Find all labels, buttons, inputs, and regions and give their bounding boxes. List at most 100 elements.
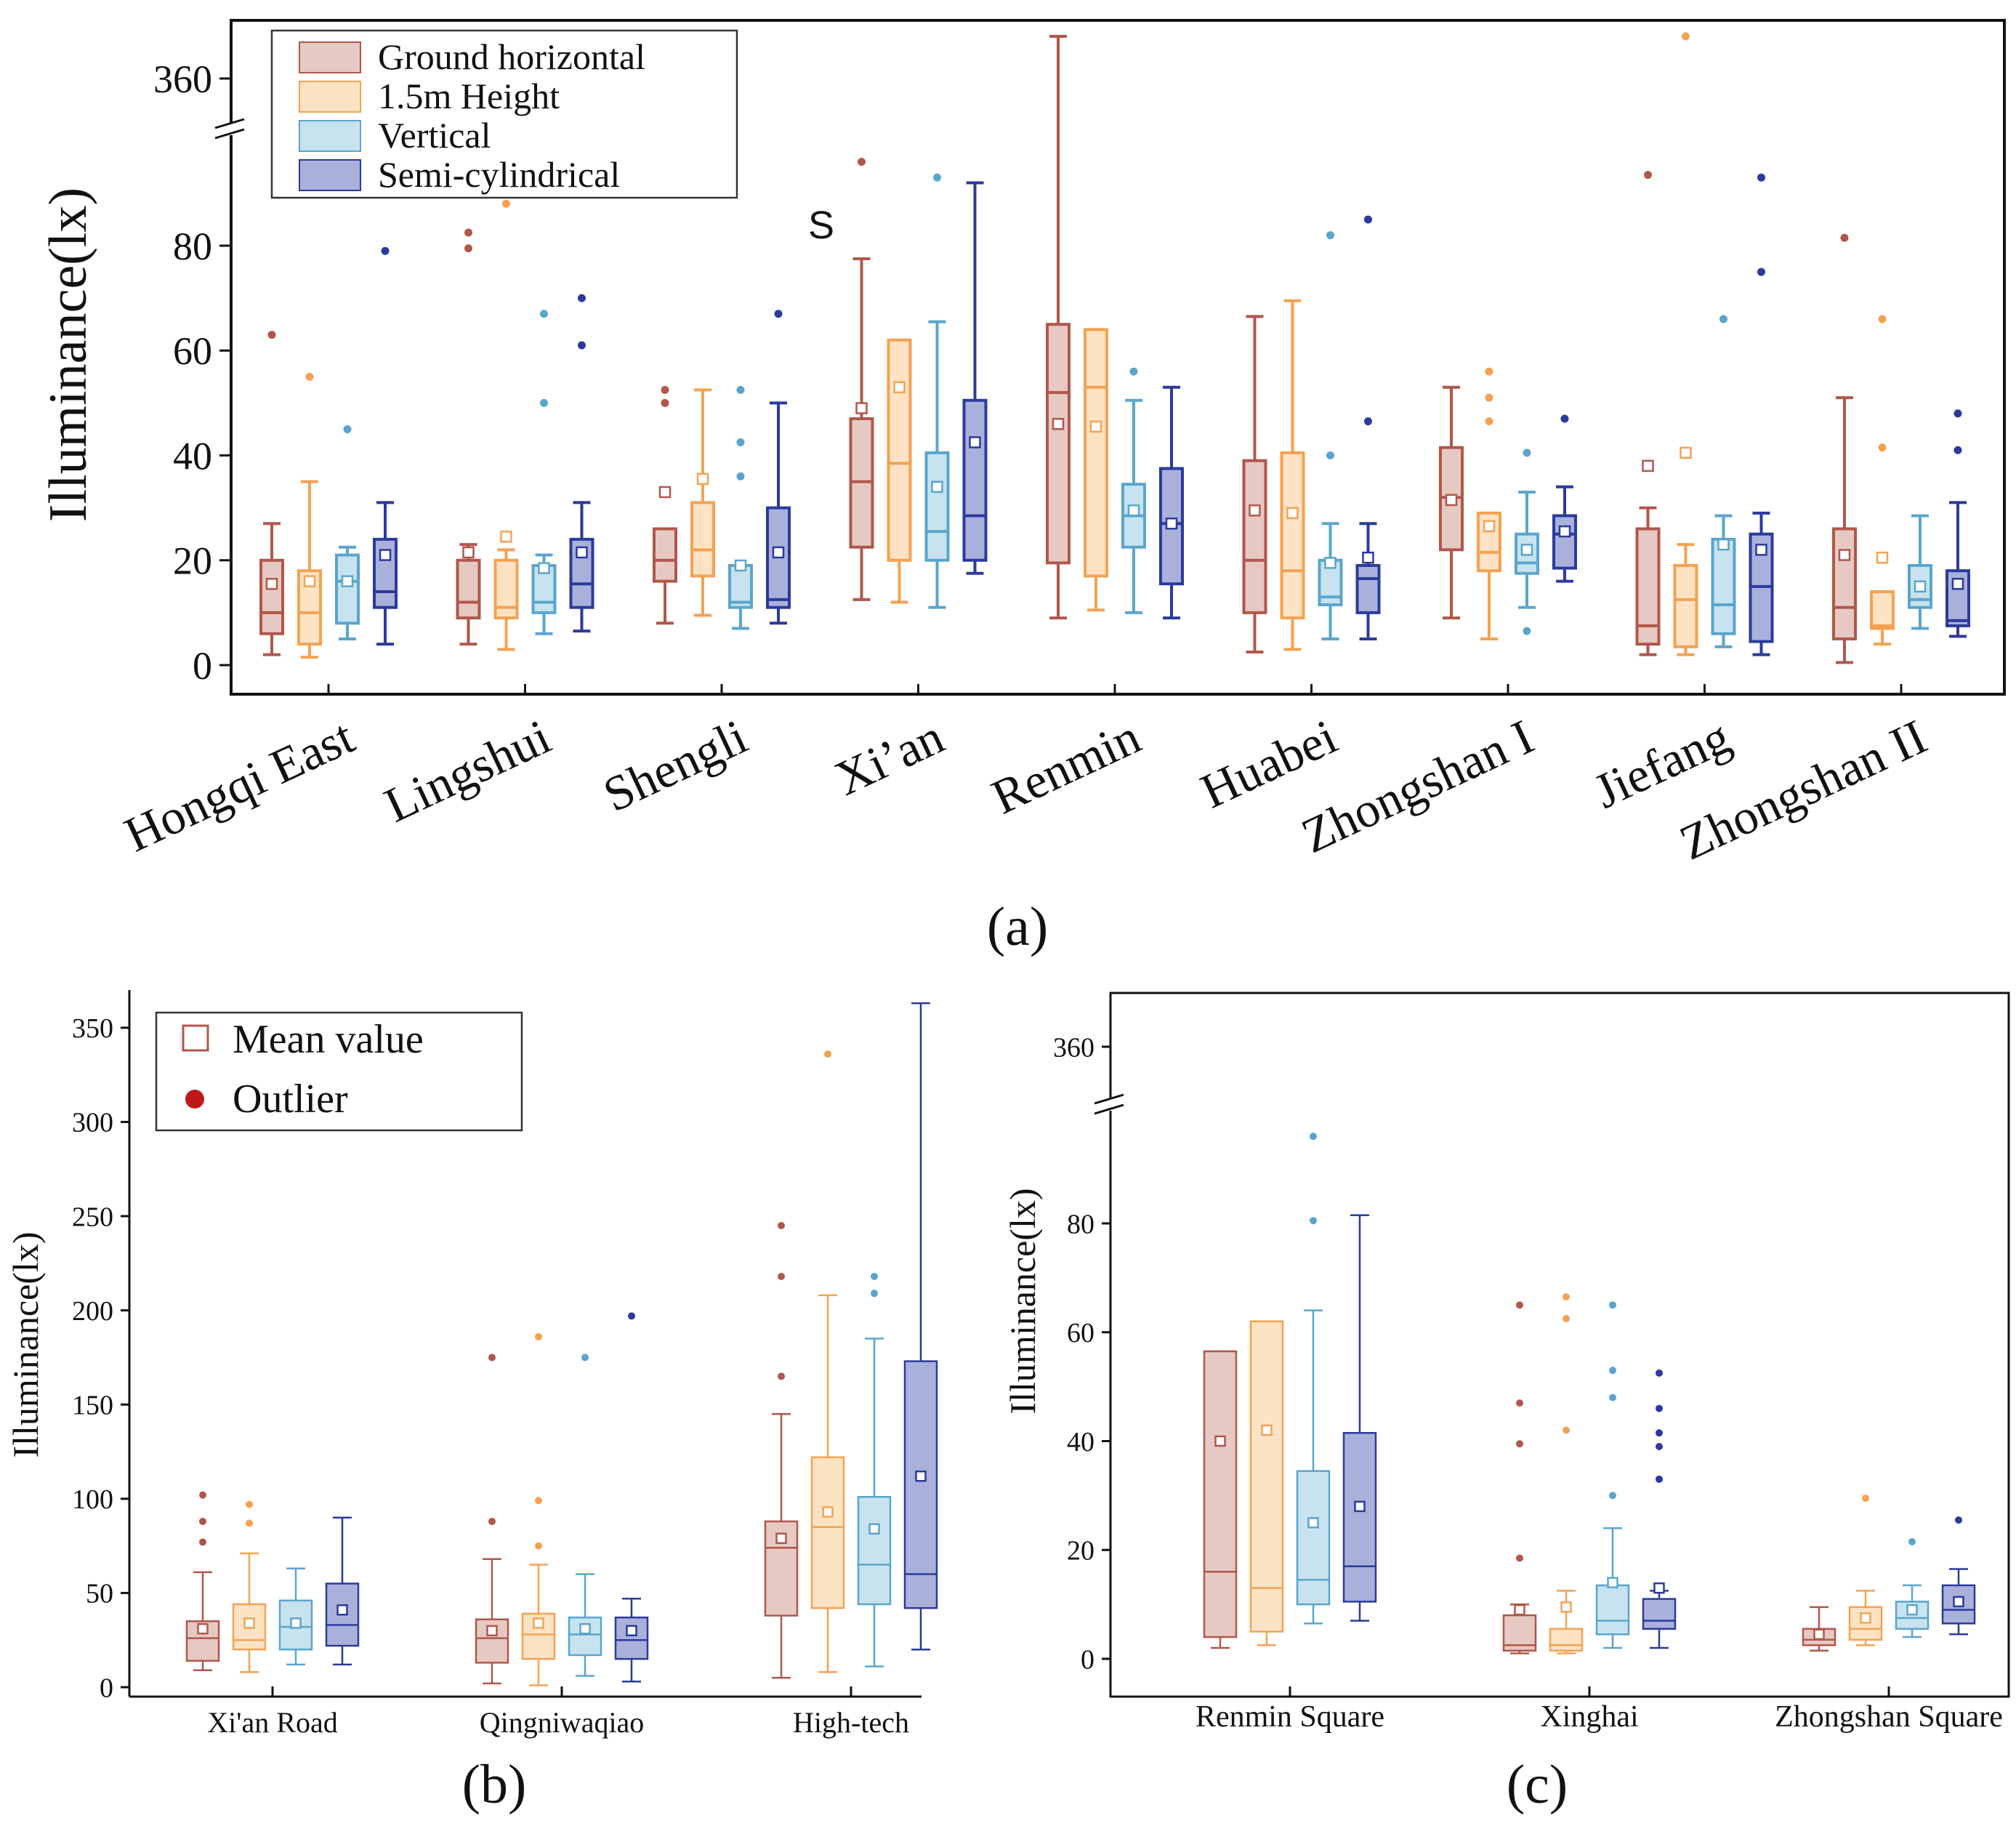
- category-label: Renmin Square: [1196, 1700, 1384, 1734]
- panel-a-y-axis-title: Illuminance(lx): [39, 188, 98, 522]
- legend-a-swatch-vertical: [299, 120, 361, 152]
- panel-b-plot: [185, 1002, 938, 1686]
- legend-a-label-vertical: Vertical: [378, 115, 491, 156]
- outlier-point: [1609, 1367, 1616, 1375]
- legend-a: Ground horizontal 1.5m Height Vertical S…: [270, 29, 738, 199]
- mean-marker: [1324, 557, 1336, 569]
- axis-break-mark: [1094, 1093, 1124, 1105]
- mean-marker: [1165, 518, 1178, 530]
- panel-c-y-axis-title: Illuminance(lx): [1002, 1188, 1043, 1415]
- box-semi: [1642, 1369, 1677, 1649]
- outlier-point: [199, 1538, 206, 1546]
- y-tick-label: 300: [72, 1108, 113, 1138]
- iqr-box: [764, 1520, 799, 1617]
- box-vertical: [728, 385, 753, 630]
- mean-marker: [500, 531, 512, 543]
- legend-b-outlier-marker: [185, 1090, 204, 1109]
- outlier-point: [1563, 1315, 1570, 1323]
- box-ground: [1635, 171, 1661, 656]
- box-height: [232, 1500, 267, 1673]
- mean-marker: [1514, 1604, 1525, 1616]
- box-ground: [456, 228, 481, 646]
- mean-marker: [1607, 1577, 1618, 1588]
- iqr-box: [259, 558, 284, 635]
- outlier-point: [1757, 173, 1765, 182]
- mean-marker: [579, 1622, 591, 1635]
- mean-marker: [658, 486, 672, 499]
- outlier-point: [1878, 315, 1887, 323]
- legend-a-label-ground: Ground horizontal: [378, 36, 645, 77]
- mean-marker: [1214, 1435, 1226, 1447]
- box-semi: [569, 294, 594, 633]
- outlier-point: [246, 1500, 253, 1508]
- outlier-point: [464, 244, 472, 253]
- mean-marker: [1052, 417, 1065, 430]
- y-tick-label: 100: [72, 1484, 113, 1515]
- mean-marker: [1286, 507, 1299, 520]
- box-semi: [1342, 1214, 1377, 1622]
- outlier-point: [1609, 1393, 1616, 1401]
- mean-marker: [969, 436, 981, 449]
- iqr-box: [1342, 1432, 1377, 1603]
- iqr-box: [1642, 1598, 1677, 1630]
- outlier-point: [1563, 1426, 1570, 1434]
- outlier-point: [1310, 1133, 1317, 1141]
- outlier-point: [488, 1354, 496, 1362]
- box-ground: [764, 1222, 799, 1679]
- iqr-box: [1296, 1470, 1331, 1606]
- mean-marker: [1914, 580, 1927, 593]
- outlier-point: [1656, 1442, 1663, 1450]
- panel-a-plot: [259, 32, 1970, 664]
- y-tick-label: 200: [72, 1296, 113, 1327]
- box-semi: [962, 181, 988, 575]
- box-height: [810, 1050, 845, 1673]
- legend-b-label-mean: Mean value: [233, 1017, 424, 1062]
- outlier-point: [535, 1497, 542, 1505]
- mean-marker: [243, 1617, 255, 1629]
- iqr-box: [1549, 1628, 1584, 1652]
- outlier-point: [581, 1354, 589, 1362]
- mean-marker: [538, 562, 550, 574]
- panel-c: 0 20 40 60 80 360 Renmin Square Xinghai Zhongsh…: [1002, 992, 2010, 1815]
- y-tick-label: 20: [1067, 1536, 1094, 1566]
- mean-marker: [576, 546, 588, 559]
- iqr-box: [1084, 328, 1108, 578]
- iqr-box: [1552, 514, 1577, 570]
- box-ground: [849, 158, 874, 601]
- mean-marker: [1813, 1628, 1825, 1641]
- mean-marker: [1362, 551, 1374, 564]
- y-tick-label: 250: [72, 1202, 113, 1232]
- mean-marker: [893, 381, 906, 393]
- box-vertical: [531, 310, 557, 635]
- outlier-point: [246, 1519, 253, 1527]
- panel-c-y-ticks: 0 20 40 60 80 360: [1053, 1032, 1890, 1697]
- box-semi: [325, 1516, 360, 1666]
- mean-marker: [1483, 520, 1496, 533]
- outlier-point: [778, 1222, 785, 1229]
- mean-marker: [822, 1506, 834, 1518]
- outlier-point: [1516, 1301, 1523, 1309]
- mean-marker: [197, 1622, 209, 1635]
- mean-marker: [1906, 1604, 1918, 1616]
- outlier-point: [778, 1372, 785, 1380]
- outlier-point: [628, 1312, 635, 1320]
- mean-marker: [1249, 504, 1261, 517]
- box-vertical: [278, 1567, 313, 1666]
- outlier-point: [871, 1272, 878, 1280]
- legend-a-swatch-semi: [299, 159, 361, 191]
- category-label: Qingniwaqiao: [480, 1706, 645, 1739]
- mean-marker: [696, 472, 709, 486]
- mean-marker: [1127, 504, 1140, 517]
- box-height: [1549, 1293, 1584, 1654]
- iqr-box: [1870, 590, 1895, 630]
- iqr-box: [1595, 1584, 1630, 1636]
- box-vertical: [568, 1354, 602, 1677]
- panel-b-y-axis-title: Illuminance(lx): [5, 1232, 46, 1458]
- outlier-point: [1485, 393, 1493, 402]
- mean-marker: [931, 480, 943, 494]
- y-tick-label: 360: [153, 57, 212, 101]
- box-vertical: [1296, 1133, 1331, 1625]
- iqr-box: [924, 451, 950, 562]
- iqr-box: [1046, 323, 1071, 565]
